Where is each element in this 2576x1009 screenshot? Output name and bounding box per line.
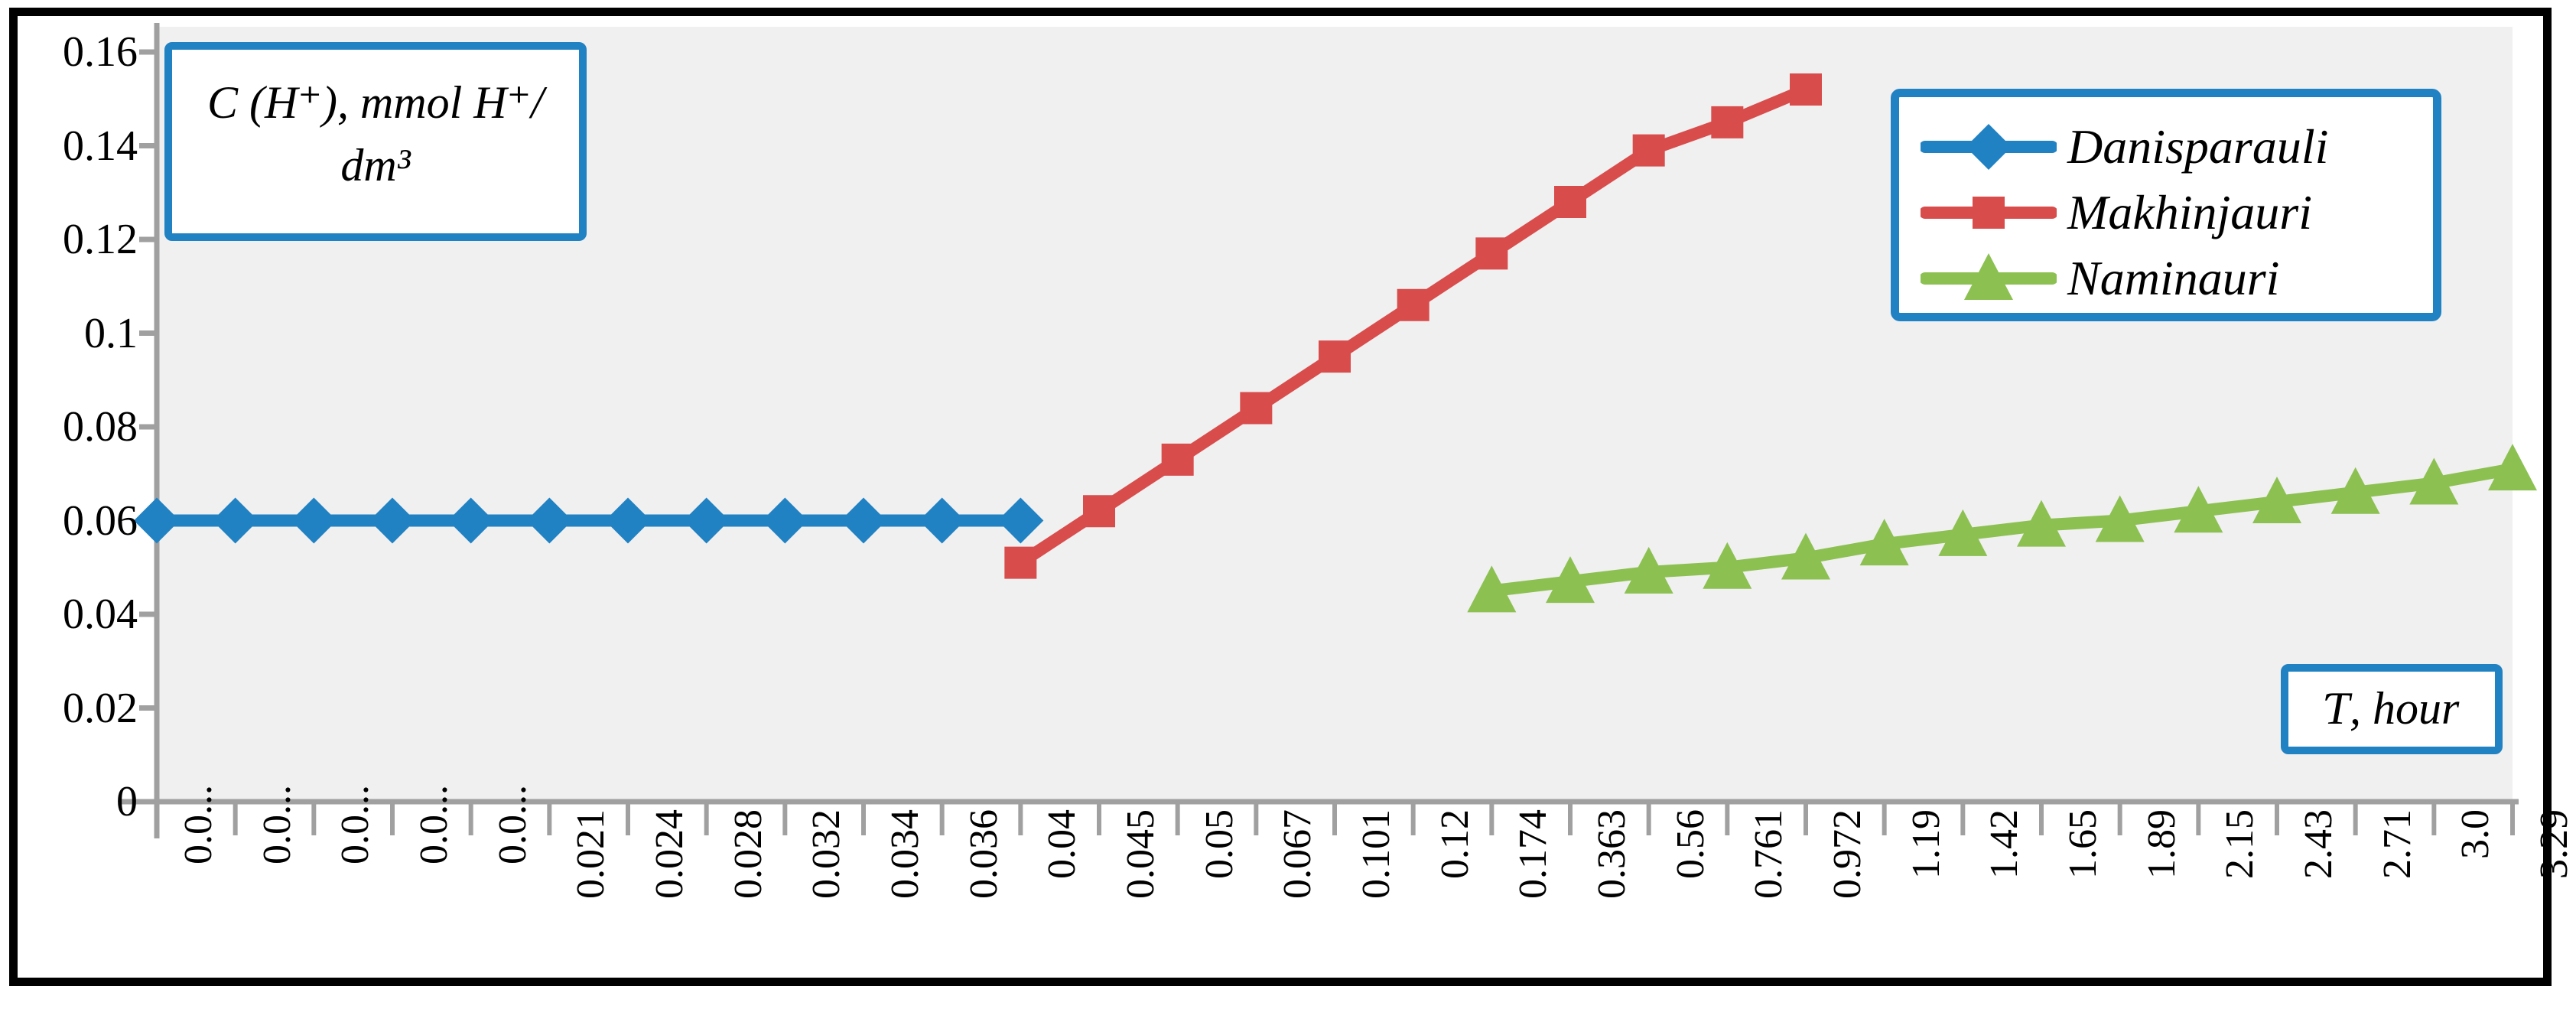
- x-tick-label: 0.045: [1119, 809, 1163, 899]
- x-tick-label: 0.04: [1040, 809, 1085, 879]
- x-axis-title: Ƭ, hour: [2324, 683, 2460, 734]
- x-tick-label: 0.021: [569, 809, 613, 899]
- legend-label: Naminauri: [2067, 251, 2280, 305]
- y-axis-title-line2: dm³: [340, 140, 411, 190]
- y-axis-title-box: C (H⁺), mmol H⁺/ dm³: [164, 42, 587, 241]
- legend-item-danisparauli: Danisparauli: [1921, 114, 2433, 180]
- x-tick-label: 0.972: [1826, 809, 1869, 899]
- triangle-marker-icon: [1921, 253, 2057, 300]
- y-tick-label: 0.02: [63, 684, 138, 732]
- x-tick-label: 0.12: [1433, 809, 1477, 879]
- x-tick-label: 2.71: [2375, 809, 2419, 879]
- x-tick-label: 1.89: [2139, 809, 2184, 879]
- y-axis-title-line1: C (H⁺), mmol H⁺/: [207, 77, 544, 128]
- y-tick-label: 0.1: [84, 309, 138, 357]
- y-tick-label: 0.06: [63, 496, 138, 545]
- x-tick-label: 0.036: [961, 809, 1006, 899]
- x-tick-label: 1.65: [2061, 809, 2105, 879]
- x-tick-label: 2.15: [2218, 809, 2262, 879]
- x-tick-label: 0.0...: [255, 785, 299, 864]
- x-tick-label: 0.0...: [490, 785, 535, 864]
- x-tick-label: 3.0: [2454, 809, 2498, 859]
- legend-label: Danisparauli: [2067, 119, 2329, 174]
- x-tick-label: 0.028: [726, 809, 770, 899]
- x-tick-label: 1.42: [1982, 809, 2027, 879]
- outer-border-frame: [9, 8, 2552, 986]
- y-tick-label: 0.04: [63, 591, 138, 638]
- diamond-marker-icon: [1921, 124, 2057, 170]
- x-tick-label: 0.174: [1511, 809, 1556, 899]
- legend-item-naminauri: Naminauri: [1921, 246, 2433, 311]
- x-tick-label: 0.05: [1197, 809, 1241, 879]
- square-marker-icon: [1921, 197, 2057, 229]
- y-tick-label: 0.16: [63, 28, 138, 76]
- x-tick-label: 0.034: [883, 809, 927, 899]
- x-tick-label: 0.0...: [412, 785, 456, 864]
- legend-item-makhinjauri: Makhinjauri: [1921, 180, 2433, 246]
- y-tick-label: 0: [116, 778, 138, 825]
- y-tick-label: 0.12: [63, 216, 138, 263]
- legend-label: Makhinjauri: [2067, 185, 2312, 239]
- x-tick-label: 0.032: [805, 809, 849, 899]
- x-tick-label: 0.0...: [333, 785, 378, 864]
- x-tick-label: 0.0...: [177, 785, 220, 864]
- y-tick-label: 0.14: [63, 122, 138, 170]
- x-axis-title-box: Ƭ, hour: [2281, 664, 2503, 754]
- y-tick-label: 0.08: [63, 403, 138, 451]
- x-tick-label: 0.363: [1590, 809, 1634, 899]
- x-tick-label: 0.024: [648, 809, 691, 899]
- x-tick-label: 0.067: [1276, 809, 1320, 899]
- x-tick-label: 1.19: [1904, 809, 1948, 879]
- legend: Danisparauli Makhinjauri Naminauri: [1891, 89, 2441, 321]
- x-tick-label: 0.101: [1355, 809, 1398, 899]
- x-tick-label: 0.56: [1668, 809, 1712, 879]
- x-tick-label: 3.29: [2532, 809, 2576, 879]
- x-tick-label: 2.43: [2297, 809, 2340, 879]
- x-tick-label: 0.761: [1747, 809, 1791, 899]
